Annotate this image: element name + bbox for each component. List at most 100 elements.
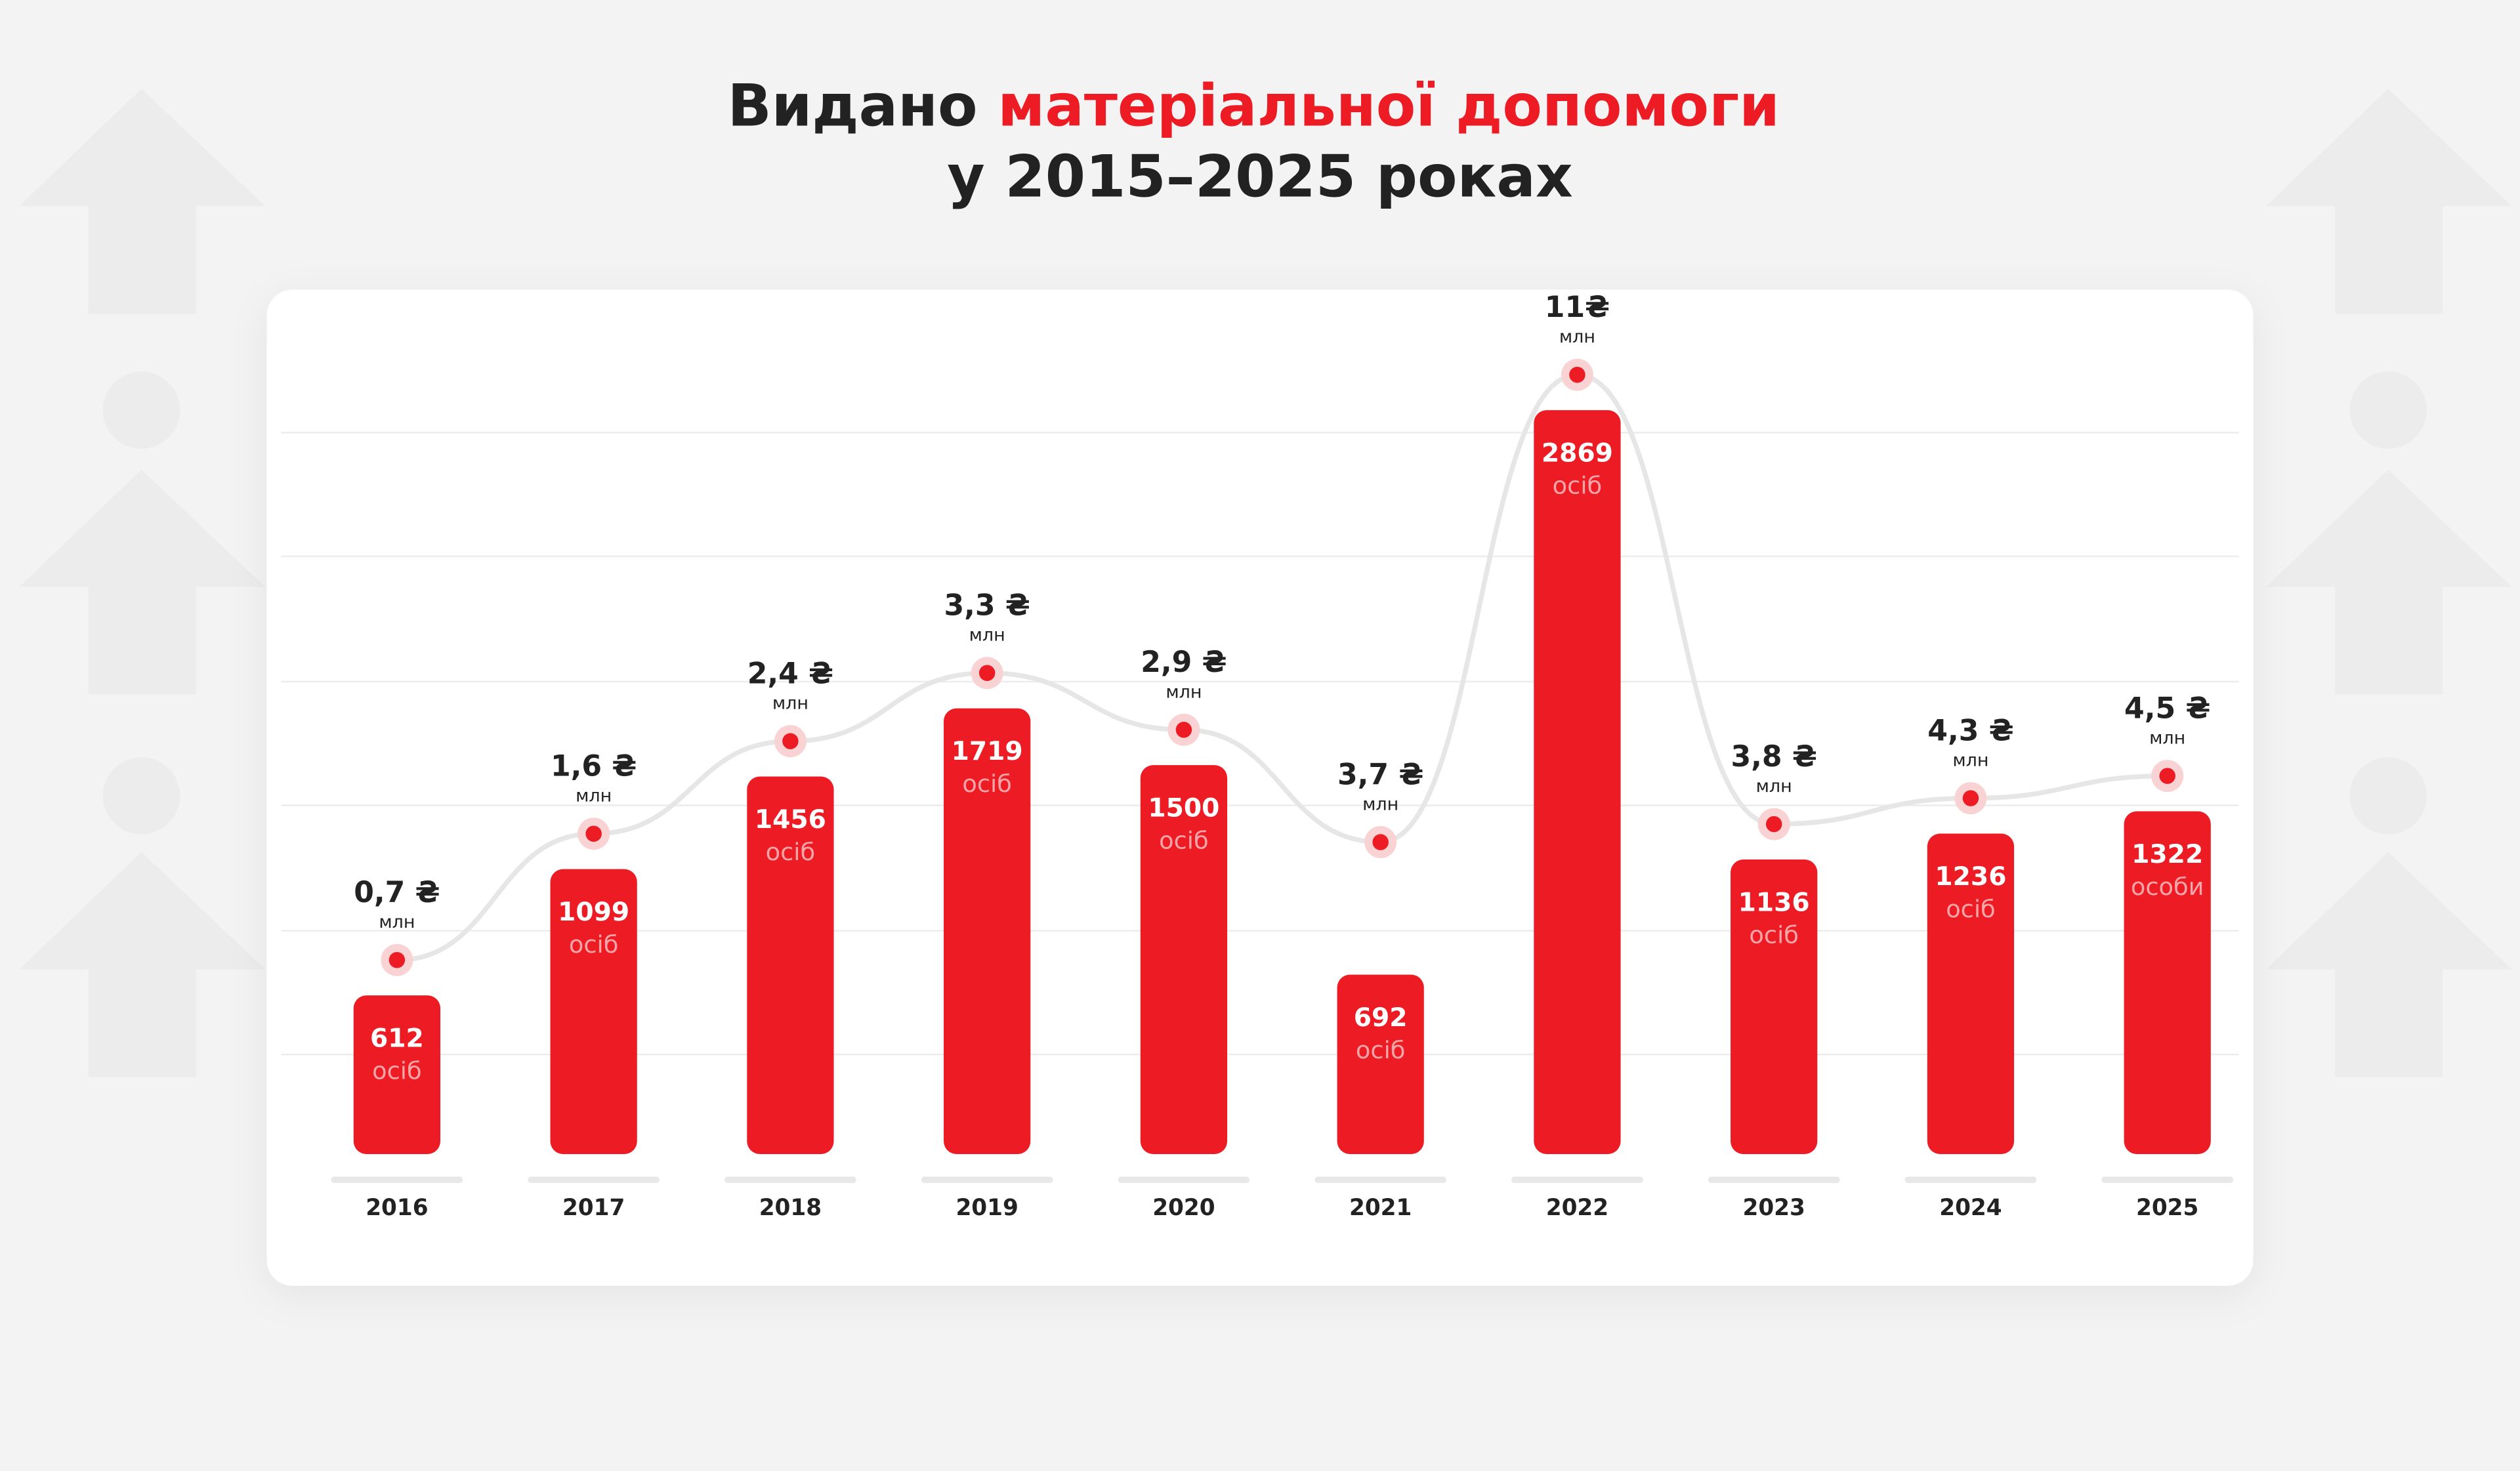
- axis-segment: [528, 1176, 660, 1184]
- axis-segment: [2101, 1176, 2234, 1184]
- money-point-2019: 3,3 ₴млн: [944, 589, 1030, 690]
- bar-unit-label: осіб: [1553, 471, 1603, 499]
- bar-group-2023: 1136 осіб: [1731, 859, 1818, 1154]
- point-marker: [1765, 816, 1782, 833]
- money-unit-label: млн: [1362, 795, 1398, 815]
- money-value-label: 3,7 ₴: [1337, 758, 1423, 791]
- axis-segment: [1708, 1176, 1840, 1184]
- bar: [550, 869, 637, 1154]
- point-marker: [978, 665, 996, 681]
- x-tick-label: 2017: [562, 1195, 625, 1221]
- money-point-2020: 2,9 ₴ млн: [1141, 646, 1227, 746]
- bar-group-2019: 1719 осіб: [944, 708, 1031, 1154]
- bar-value-label: 1500: [1148, 794, 1219, 823]
- x-tick-label: 2023: [1742, 1195, 1805, 1221]
- bar: [1534, 410, 1621, 1154]
- money-unit-label: млн: [1559, 327, 1595, 347]
- money-value-label: 4,5 ₴: [2124, 692, 2210, 725]
- x-tick-label: 2021: [1349, 1195, 1412, 1221]
- x-tick-label: 2020: [1152, 1195, 1215, 1221]
- point-marker: [1962, 790, 1979, 806]
- bar: [1927, 833, 2015, 1154]
- bar-value-label: 612: [370, 1024, 424, 1053]
- bar-unit-label: осіб: [962, 770, 1012, 798]
- bar-group-2022: 2869 осіб: [1534, 410, 1621, 1154]
- bar-unit-label: осіб: [1749, 921, 1799, 949]
- x-tick-label: 2025: [2136, 1195, 2198, 1221]
- background-arrows: [19, 89, 2512, 1077]
- money-value-label: 2,4 ₴: [747, 657, 833, 690]
- money-point-2023: 3,8 ₴млн: [1731, 740, 1817, 840]
- bar-group-2021: 692 осіб: [1337, 974, 1424, 1154]
- money-unit-label: млн: [1166, 682, 1202, 702]
- point-marker: [2159, 768, 2175, 784]
- bar: [747, 776, 834, 1154]
- bar-unit-label: осіб: [569, 930, 618, 959]
- money-value-label: 4,3 ₴: [1927, 714, 2013, 747]
- bar-value-label: 1136: [1738, 888, 1810, 917]
- money-value-label: 11₴: [1545, 291, 1610, 324]
- bar-group-2017: 1099 осіб: [550, 869, 637, 1154]
- money-value-label: 1,6 ₴: [551, 750, 637, 783]
- bar-value-label: 2869: [1542, 438, 1613, 468]
- x-tick-label: 2018: [759, 1195, 822, 1221]
- bar-value-label: 1236: [1935, 862, 2006, 892]
- bar-group-2016: 612 осіб: [353, 995, 441, 1154]
- axis-segment: [1904, 1176, 2037, 1184]
- bar: [1337, 974, 1424, 1154]
- point-marker: [782, 733, 799, 749]
- bar-unit-label: осіб: [766, 838, 816, 866]
- money-point-2024: 4,3 ₴ млн: [1927, 714, 2014, 815]
- bar-unit-label: осіб: [1946, 895, 1996, 923]
- x-tick-label: 2024: [1939, 1195, 2002, 1221]
- axis-segment: [1314, 1176, 1447, 1184]
- axis-segment: [724, 1176, 856, 1184]
- x-tick-label: 2016: [366, 1195, 428, 1221]
- gridlines: [281, 432, 2239, 1056]
- x-tick-label: 2022: [1546, 1195, 1608, 1221]
- point-marker: [1569, 366, 1586, 383]
- axis-segment: [1118, 1176, 1250, 1184]
- bar-group-2025: 1322 особи: [2124, 811, 2211, 1154]
- bar: [1731, 859, 1818, 1154]
- money-value-label: 2,9 ₴: [1141, 646, 1227, 679]
- chart-title-line1: Видано матеріальної допомоги: [727, 72, 1779, 140]
- money-unit-label: млн: [379, 912, 415, 932]
- money-value-label: 3,8 ₴: [1731, 740, 1817, 774]
- bar-value-label: 1099: [558, 898, 629, 927]
- money-unit-label: млн: [576, 786, 612, 806]
- money-point-2017: 1,6 ₴ млн: [551, 750, 637, 850]
- money-line: [396, 372, 2168, 963]
- money-unit-label: млн: [772, 694, 808, 714]
- money-point-2016: 0,7 ₴ млн: [354, 876, 440, 976]
- bar: [353, 995, 441, 1154]
- money-unit-label: млн: [1952, 751, 1988, 771]
- bar-group-2018: 1456 осіб: [747, 776, 834, 1154]
- bar-value-label: 1322: [2132, 840, 2203, 869]
- bar-value-label: 692: [1354, 1003, 1408, 1033]
- bar: [944, 708, 1031, 1154]
- point-marker: [388, 951, 406, 968]
- bar-group-2020: 1500 осіб: [1140, 765, 1228, 1154]
- money-point-2018: 2,4 ₴ млн: [747, 657, 833, 758]
- money-value-label: 0,7 ₴: [354, 876, 440, 909]
- money-point-2025: 4,5 ₴ млн: [2124, 692, 2210, 793]
- money-value-label: 3,3 ₴: [944, 589, 1030, 623]
- point-marker: [585, 825, 602, 842]
- chart-title-line2: у 2015–2025 роках: [947, 142, 1573, 210]
- bar-group-2024: 1236 осіб: [1927, 833, 2015, 1154]
- bar-unit-label: осіб: [1159, 826, 1209, 854]
- bar-unit-label: особи: [2131, 873, 2204, 901]
- money-point-2022: 11₴ млн: [1545, 291, 1610, 391]
- axis-segment: [331, 1176, 463, 1184]
- bar-value-label: 1719: [952, 737, 1023, 766]
- point-marker: [1175, 722, 1192, 738]
- bars: 612осіб1099осіб1456осіб1719осіб1500осіб6…: [353, 410, 2211, 1154]
- axis-segment: [1511, 1176, 1643, 1184]
- money-point-2021: 3,7 ₴ млн: [1337, 758, 1423, 859]
- bar-value-label: 1456: [755, 805, 826, 835]
- money-unit-label: млн: [2149, 728, 2185, 749]
- bar-unit-label: осіб: [372, 1056, 422, 1085]
